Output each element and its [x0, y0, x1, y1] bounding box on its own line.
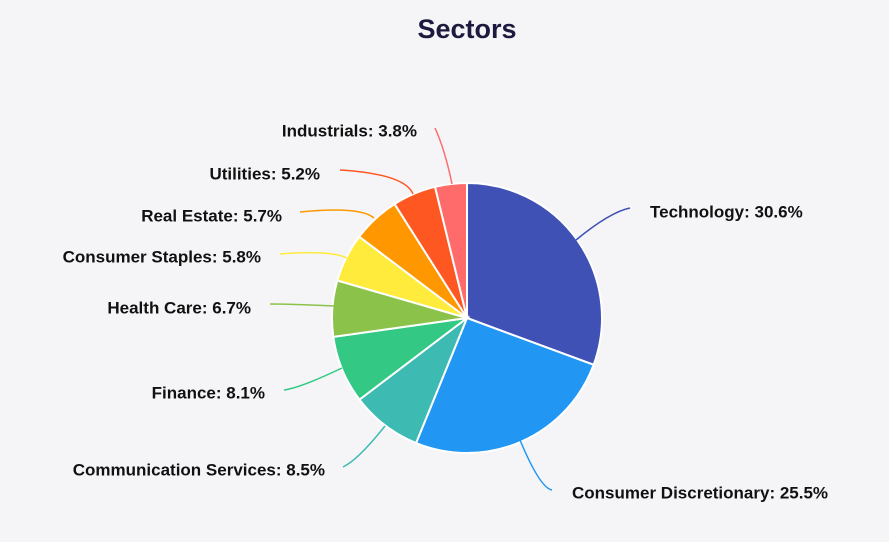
slice-label-health-care: Health Care: 6.7%	[107, 298, 251, 317]
slice-label-technology: Technology: 30.6%	[650, 202, 803, 221]
pie-slice-industrials	[433, 181, 468, 319]
leader-line-industrials	[434, 127, 453, 185]
pie-slice-technology	[466, 181, 603, 367]
slice-label-consumer-staples: Consumer Staples: 5.8%	[63, 247, 261, 266]
leader-line-consumer-discretionary	[519, 439, 553, 491]
leader-line-real-estate	[299, 209, 375, 219]
slice-label-finance: Finance: 8.1%	[152, 383, 265, 402]
leader-line-health-care	[269, 303, 335, 307]
pie-slices	[330, 181, 603, 454]
slice-label-consumer-discretionary: Consumer Discretionary: 25.5%	[572, 483, 828, 502]
slice-label-real-estate: Real Estate: 5.7%	[141, 206, 282, 225]
chart-title: Sectors	[417, 14, 517, 44]
slice-label-utilities: Utilities: 5.2%	[209, 164, 320, 183]
leader-line-technology	[575, 207, 631, 241]
slice-label-industrials: Industrials: 3.8%	[282, 121, 417, 140]
leader-line-utilities	[339, 169, 414, 195]
leader-line-consumer-staples	[279, 251, 348, 259]
leader-line-communication-services	[342, 425, 386, 468]
leader-line-finance	[283, 367, 343, 391]
label-leader-lines	[269, 127, 631, 491]
slice-labels: Technology: 30.6% Consumer Discretionary:…	[63, 121, 828, 502]
slice-label-communication-services: Communication Services: 8.5%	[73, 460, 325, 479]
